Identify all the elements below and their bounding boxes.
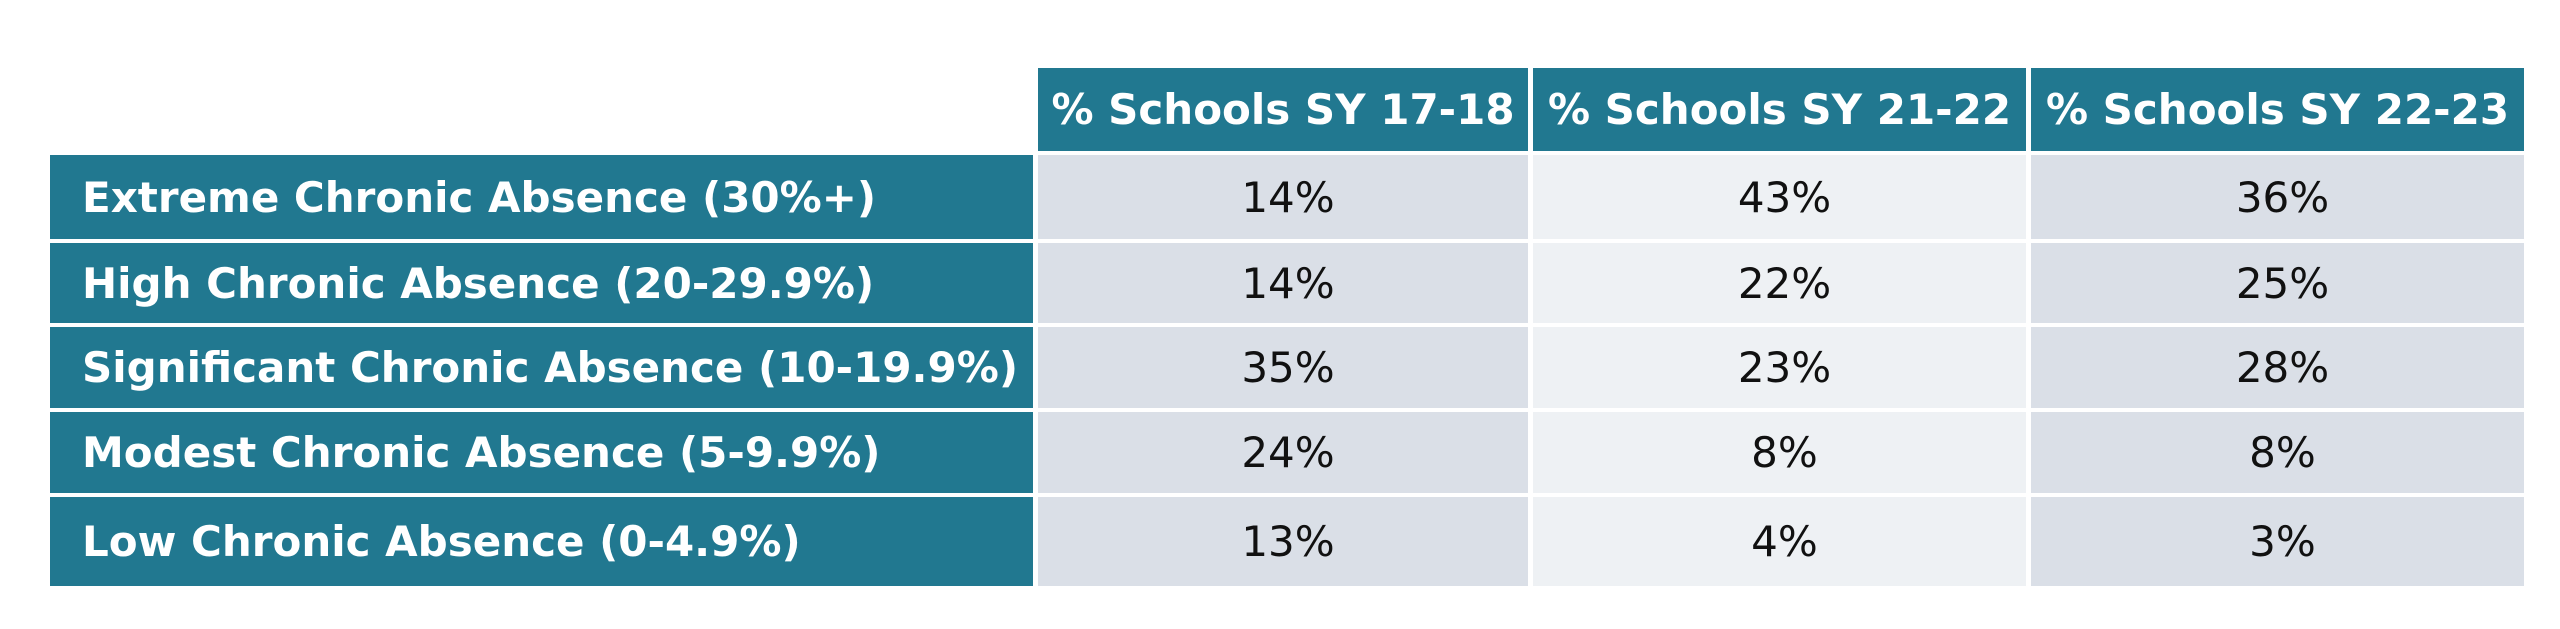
table-cell: 36%	[2031, 155, 2524, 239]
column-header: % Schools SY 21-22	[1533, 68, 2026, 151]
table-cell: 14%	[1038, 243, 1528, 323]
table-cell: 4%	[1533, 497, 2026, 586]
chronic-absence-table: % Schools SY 17-18% Schools SY 21-22% Sc…	[50, 68, 2524, 586]
row-header: Modest Chronic Absence (5-9.9%)	[50, 412, 1033, 493]
table-cell: 8%	[2031, 412, 2524, 493]
table-corner	[50, 68, 1033, 151]
column-header: % Schools SY 22-23	[2031, 68, 2524, 151]
table-cell: 3%	[2031, 497, 2524, 586]
table-cell: 14%	[1038, 155, 1528, 239]
table-cell: 13%	[1038, 497, 1528, 586]
table-cell: 22%	[1533, 243, 2026, 323]
row-header: Low Chronic Absence (0-4.9%)	[50, 497, 1033, 586]
table-cell: 35%	[1038, 327, 1528, 408]
row-header: High Chronic Absence (20-29.9%)	[50, 243, 1033, 323]
table-cell: 43%	[1533, 155, 2026, 239]
table-cell: 24%	[1038, 412, 1528, 493]
row-header: Significant Chronic Absence (10-19.9%)	[50, 327, 1033, 408]
column-header: % Schools SY 17-18	[1038, 68, 1528, 151]
table-cell: 23%	[1533, 327, 2026, 408]
row-header: Extreme Chronic Absence (30%+)	[50, 155, 1033, 239]
table-cell: 28%	[2031, 327, 2524, 408]
table-cell: 8%	[1533, 412, 2026, 493]
table-cell: 25%	[2031, 243, 2524, 323]
